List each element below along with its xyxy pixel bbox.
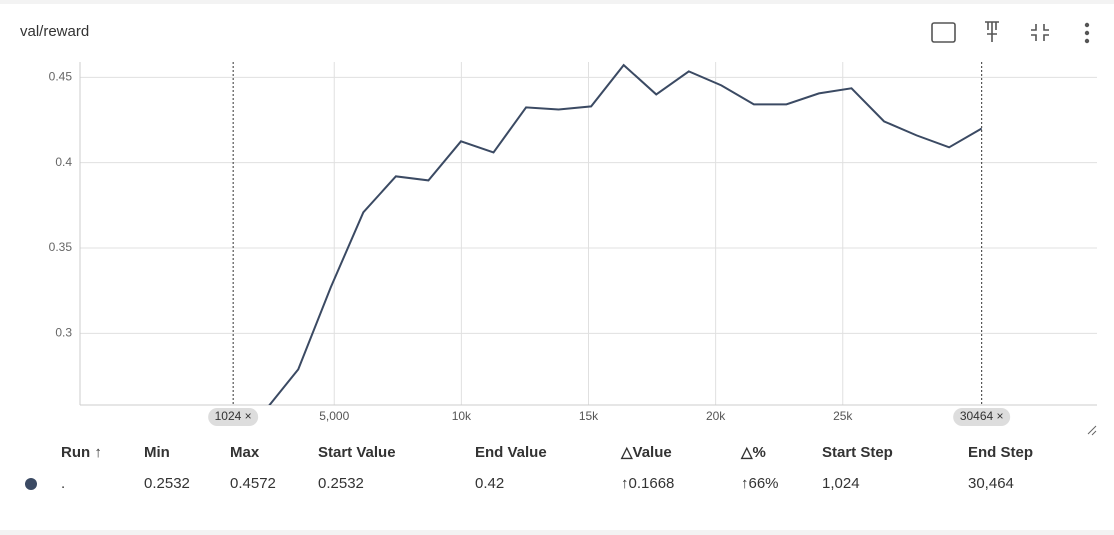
table-cell: 0.2532 bbox=[144, 475, 190, 492]
fit-domain-button[interactable] bbox=[931, 22, 956, 43]
y-tick-label: 0.3 bbox=[55, 326, 72, 340]
chart-card: val/reward 0.3 0.35 0.4 0.45 5,000 10k 15k 20k 2… bbox=[20, 21, 1097, 492]
y-tick-label: 0.4 bbox=[55, 155, 72, 169]
column-header: △Value bbox=[620, 444, 672, 461]
column-header: End Step bbox=[968, 444, 1033, 461]
table-cell: 0.2532 bbox=[318, 475, 364, 492]
table-cell: 0.4572 bbox=[230, 475, 276, 492]
column-header: Start Step bbox=[822, 444, 893, 461]
range-chip-label: 1024 × bbox=[215, 409, 252, 423]
series-line bbox=[268, 63, 983, 405]
more-menu[interactable] bbox=[1084, 22, 1090, 44]
x-tick-label: 20k bbox=[706, 409, 726, 423]
column-header: Run ↑ bbox=[61, 444, 102, 461]
column-header: Max bbox=[230, 444, 260, 461]
range-chip bbox=[208, 408, 259, 426]
table-cell: 1,024 bbox=[822, 475, 860, 492]
pin-button[interactable] bbox=[985, 21, 999, 42]
column-header: △% bbox=[740, 444, 766, 461]
y-tick-label: 0.35 bbox=[49, 240, 73, 254]
range-chip-label: 30464 × bbox=[960, 409, 1004, 423]
run-color-dot bbox=[25, 478, 37, 490]
card: val/reward 0.3 0.35 0.4 0.45 5,000 10k 15k 20k 2… bbox=[0, 4, 1114, 530]
table-cell: ↑66% bbox=[741, 475, 779, 492]
collapse-button[interactable] bbox=[1031, 24, 1049, 41]
table-cell: 0.42 bbox=[475, 475, 504, 492]
toolbar bbox=[931, 21, 1049, 43]
y-tick-label: 0.45 bbox=[49, 70, 73, 84]
table-cell: 30,464 bbox=[968, 475, 1014, 492]
x-tick-label: 15k bbox=[579, 409, 599, 423]
table-cell: . bbox=[61, 475, 65, 492]
x-tick-label: 25k bbox=[833, 409, 853, 423]
range-chip bbox=[953, 408, 1011, 426]
column-header: End Value bbox=[475, 444, 547, 461]
resize-handle[interactable] bbox=[1087, 425, 1097, 436]
x-tick-label: 5,000 bbox=[319, 409, 349, 423]
column-header: Min bbox=[144, 444, 170, 461]
column-header: Start Value bbox=[318, 444, 396, 461]
card-title: val/reward bbox=[20, 23, 89, 40]
x-tick-label: 10k bbox=[452, 409, 472, 423]
table-cell: ↑0.1668 bbox=[621, 475, 674, 492]
